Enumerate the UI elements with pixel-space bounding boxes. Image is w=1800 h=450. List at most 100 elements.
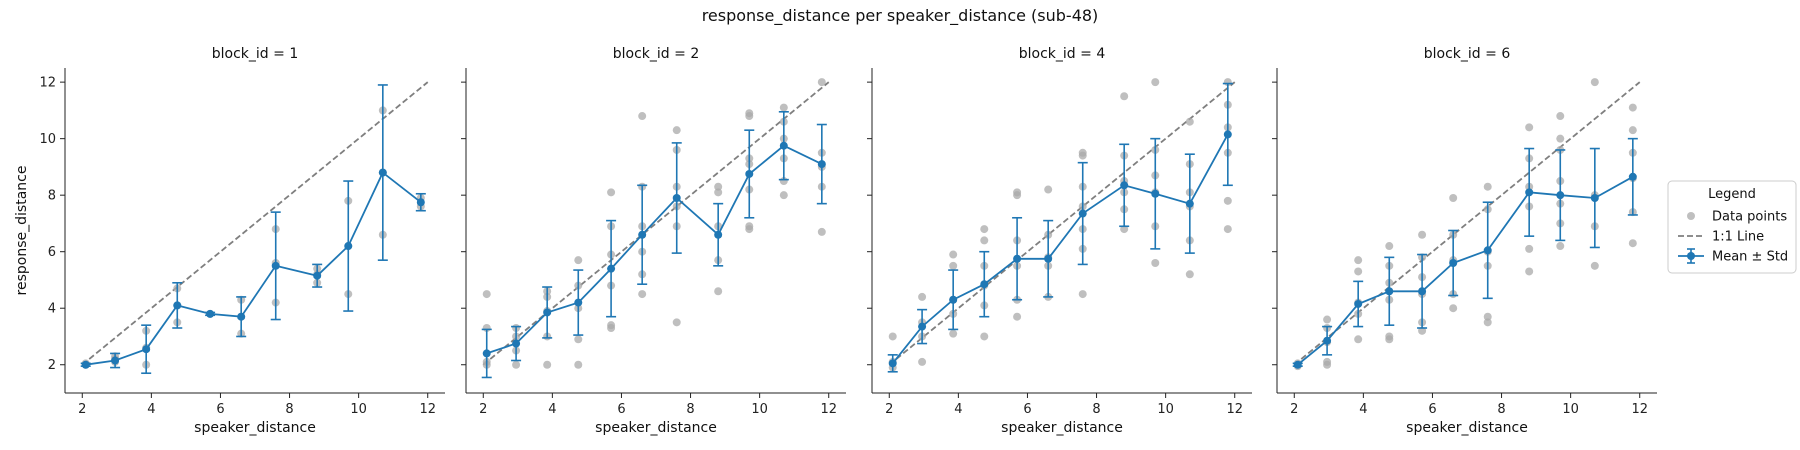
mean-point: [1590, 194, 1599, 202]
mean-point: [1354, 299, 1363, 308]
legend-box: [1667, 180, 1797, 274]
mean-point: [271, 261, 280, 270]
data-point: [672, 318, 681, 327]
mean-point: [206, 309, 215, 318]
panel-title: block_id = 2: [613, 46, 699, 62]
mean-point: [1483, 246, 1492, 255]
data-point: [512, 360, 521, 369]
mean-point: [1628, 172, 1637, 181]
data-point: [1151, 78, 1160, 87]
data-point: [1078, 148, 1087, 157]
y-tick-label: 2: [48, 358, 56, 373]
mean-point: [344, 242, 353, 251]
x-tick-label: 12: [1631, 402, 1648, 417]
panel-1: block_id = 1 2 4 6 8 10 12 2 4 6 8 10 12 speaker_dist…: [14, 46, 445, 436]
mean-point: [1078, 209, 1087, 218]
legend-marker: [1687, 252, 1695, 260]
data-point: [949, 250, 958, 259]
mean-point: [888, 359, 897, 368]
data-point: [1418, 326, 1427, 335]
data-point: [482, 290, 491, 299]
x-tick-label: 8: [686, 402, 694, 417]
legend-label: Mean ± Std: [1712, 250, 1788, 265]
x-tick-label: 10: [1157, 402, 1174, 417]
mean-point: [574, 298, 583, 307]
x-axis-label: speaker_distance: [595, 420, 717, 436]
mean-line: [486, 144, 823, 355]
x-tick-label: 2: [885, 402, 893, 417]
mean-point: [980, 280, 989, 289]
data-point: [1483, 318, 1492, 327]
data-point: [745, 109, 754, 118]
data-point: [1185, 117, 1194, 126]
mean-point: [918, 322, 927, 331]
x-tick-label: 6: [617, 402, 625, 417]
legend-item: Mean ± Std: [1678, 248, 1788, 265]
x-tick-label: 6: [1023, 402, 1031, 417]
data-point: [638, 112, 647, 121]
mean-point: [714, 230, 723, 239]
data-point: [949, 261, 958, 270]
data-point: [1483, 182, 1492, 191]
data-point: [1354, 267, 1363, 276]
data-point: [1525, 123, 1534, 132]
data-point: [949, 329, 958, 338]
data-point: [1223, 196, 1232, 205]
mean-point: [1185, 199, 1194, 208]
mean-point: [1323, 336, 1332, 345]
figure-title: response_distance per speaker_distance (…: [702, 6, 1099, 26]
y-tick-label: 6: [48, 245, 56, 260]
legend-item: Data points: [1687, 210, 1787, 225]
data-point: [817, 227, 826, 236]
x-tick-label: 6: [216, 402, 224, 417]
mean-point: [638, 230, 647, 239]
legend-marker: [1687, 212, 1695, 220]
mean-point: [1044, 254, 1053, 263]
panel-title: block_id = 4: [1019, 46, 1106, 62]
data-point: [1323, 315, 1332, 324]
data-point: [574, 335, 583, 344]
mean-point: [1525, 188, 1534, 197]
data-point: [1483, 312, 1492, 321]
data-point: [1628, 239, 1637, 248]
x-tick-label: 10: [350, 402, 367, 417]
x-axis-label: speaker_distance: [1001, 420, 1123, 436]
mean-point: [1013, 254, 1022, 263]
data-point: [1628, 126, 1637, 135]
mean-point: [949, 295, 958, 304]
mean-point: [482, 349, 491, 358]
x-tick-label: 4: [147, 402, 155, 417]
y-tick-label: 10: [39, 132, 56, 147]
data-point: [1044, 185, 1053, 194]
panel-title: block_id = 6: [1424, 46, 1511, 62]
mean-point: [111, 356, 120, 365]
mean-line: [1297, 176, 1634, 366]
data-point: [1590, 261, 1599, 270]
data-point: [1449, 304, 1458, 313]
data-point: [1013, 312, 1022, 321]
data-point: [1385, 242, 1394, 251]
data-point: [779, 191, 788, 200]
data-point: [1556, 112, 1565, 121]
data-point: [918, 357, 927, 366]
data-point: [1354, 335, 1363, 344]
data-point: [918, 292, 927, 301]
mean-point: [1120, 181, 1129, 190]
mean-line: [85, 171, 422, 366]
legend-label: 1:1 Line: [1712, 230, 1764, 245]
panel-3: block_id = 4 2 4 6 8 10 12 speaker_distance: [867, 46, 1252, 436]
mean-point: [237, 312, 246, 321]
data-point: [1013, 188, 1022, 197]
x-tick-label: 10: [751, 402, 768, 417]
mean-point: [1293, 360, 1302, 369]
identity-line: [888, 81, 1236, 366]
mean-point: [745, 169, 754, 178]
mean-point: [672, 194, 681, 202]
panel-4: block_id = 6 2 4 6 8 10 12 speaker_distance: [1272, 46, 1657, 436]
data-point: [1556, 134, 1565, 143]
x-tick-label: 6: [1428, 402, 1436, 417]
data-point: [980, 236, 989, 245]
data-point: [888, 332, 897, 341]
data-point: [1418, 230, 1427, 239]
